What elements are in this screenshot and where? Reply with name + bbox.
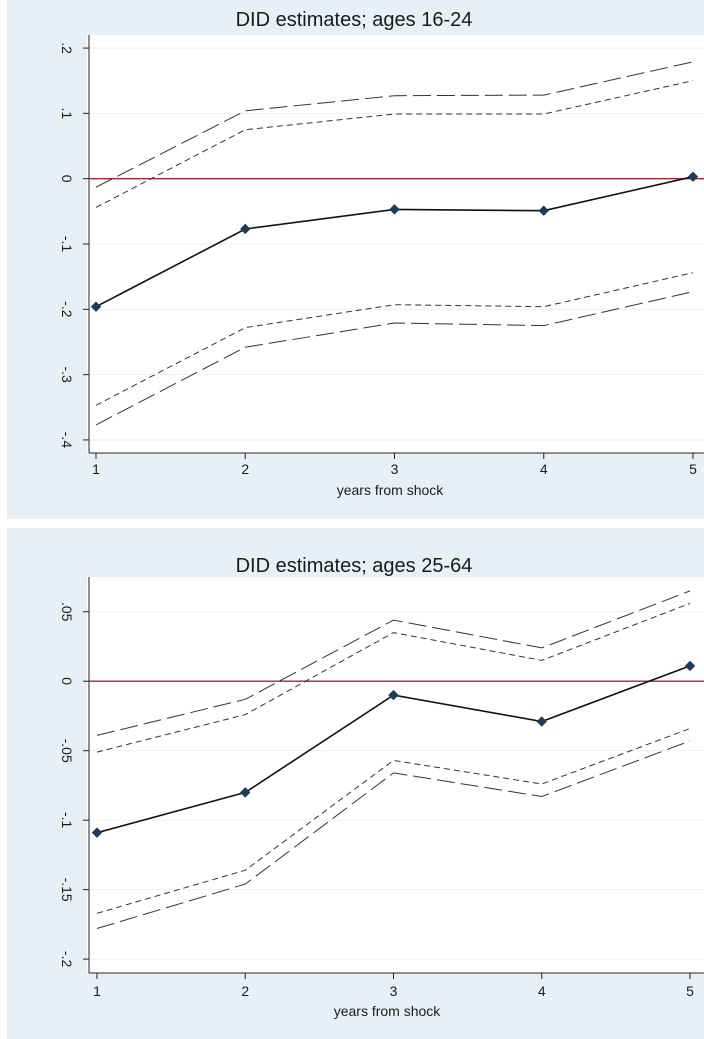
- data-point-marker: [389, 204, 400, 215]
- x-tick-label: 4: [540, 461, 548, 477]
- data-point-marker: [684, 660, 696, 672]
- y-tick-label: -.15: [59, 878, 75, 902]
- x-axis-label: years from shock: [337, 482, 445, 498]
- x-tick-label: 5: [689, 461, 697, 477]
- y-tick-label: -.3: [59, 366, 75, 383]
- x-tick-label: 3: [390, 983, 398, 999]
- series-line-lower-outer: [96, 740, 691, 929]
- x-tick-label: 1: [92, 461, 100, 477]
- y-tick-label: -.05: [59, 739, 75, 763]
- x-tick-label: 5: [686, 983, 694, 999]
- y-tick-label: -.2: [59, 301, 75, 318]
- y-tick-label: 0: [59, 175, 75, 183]
- data-point-marker: [536, 716, 547, 727]
- x-tick-label: 2: [241, 983, 249, 999]
- series-line-upper-inner: [95, 80, 694, 208]
- y-tick-label: 0: [59, 677, 75, 685]
- chart-title: DID estimates; ages 16-24: [236, 9, 473, 31]
- series-line-lower-inner: [96, 728, 691, 914]
- x-axis-label: years from shock: [334, 1003, 442, 1019]
- chart-svg: DID estimates; ages 16-24 .2 .1 0 -.1 -.2 -.3…: [59, 9, 704, 498]
- data-point-marker: [538, 205, 549, 216]
- data-point-marker: [91, 827, 103, 838]
- data-point-marker: [388, 689, 399, 701]
- y-tick-label: -.1: [59, 236, 75, 253]
- chart-panel-ages-25-64: DID estimates; ages 25-64 .05 0 -.05 -.1 -.1…: [7, 528, 704, 1039]
- series-line-lower-inner: [95, 272, 694, 406]
- plot-area: [87, 577, 704, 973]
- series-line-upper-outer: [95, 61, 694, 188]
- series-line-upper-outer: [96, 590, 691, 736]
- chart-panel-ages-16-24: DID estimates; ages 16-24 .2 .1 0 -.1 -.2 -.3…: [7, 0, 704, 519]
- y-tick-label: -.2: [59, 951, 75, 968]
- chart-svg: DID estimates; ages 25-64 .05 0 -.05 -.1 -.1…: [59, 555, 704, 1019]
- y-tick-label: .05: [59, 602, 75, 622]
- data-point-marker: [240, 223, 251, 235]
- x-tick-label: 2: [241, 461, 249, 477]
- data-point-marker: [240, 787, 251, 798]
- x-tick-label: 4: [538, 983, 546, 999]
- x-tick-label: 3: [391, 461, 399, 477]
- y-tick-label: -.1: [59, 812, 75, 829]
- x-tick-label: 1: [93, 983, 101, 999]
- series-line-lower-outer: [95, 291, 694, 426]
- y-tick-label: -.4: [59, 432, 75, 449]
- data-point-marker: [90, 301, 102, 312]
- data-point-marker: [687, 171, 699, 182]
- y-tick-label: .2: [59, 42, 75, 54]
- y-tick-label: .1: [59, 108, 75, 120]
- series-line-upper-inner: [96, 602, 691, 753]
- chart-title: DID estimates; ages 25-64: [236, 555, 473, 577]
